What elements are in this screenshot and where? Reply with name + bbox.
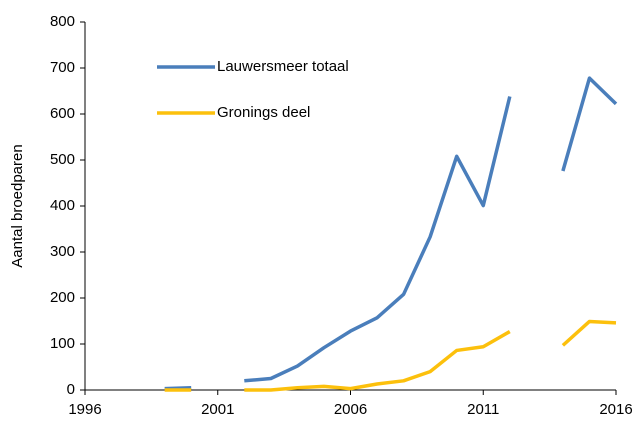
y-tick-label: 600 — [50, 105, 75, 122]
x-tick-label: 1996 — [68, 401, 101, 418]
y-tick-label: 100 — [50, 335, 75, 352]
y-tick-label: 800 — [50, 13, 75, 30]
x-tick-label: 2011 — [467, 401, 499, 418]
y-tick-label: 700 — [50, 59, 75, 76]
series-line — [164, 319, 617, 392]
y-tick-label: 500 — [50, 151, 75, 168]
x-tick-label: 2001 — [201, 401, 234, 418]
y-tick-label: 400 — [50, 197, 75, 214]
y-axis-label: Aantal broedparen — [9, 144, 26, 267]
y-tick-label: 200 — [50, 289, 75, 306]
series-line — [164, 76, 618, 391]
y-tick-label: 300 — [50, 243, 75, 260]
legend-label: Lauwersmeer totaal — [217, 58, 349, 75]
y-tick-label: 0 — [67, 381, 75, 398]
legend-label: Gronings deel — [217, 104, 310, 121]
x-tick-label: 2006 — [334, 401, 367, 418]
x-tick-label: 2016 — [599, 401, 632, 418]
